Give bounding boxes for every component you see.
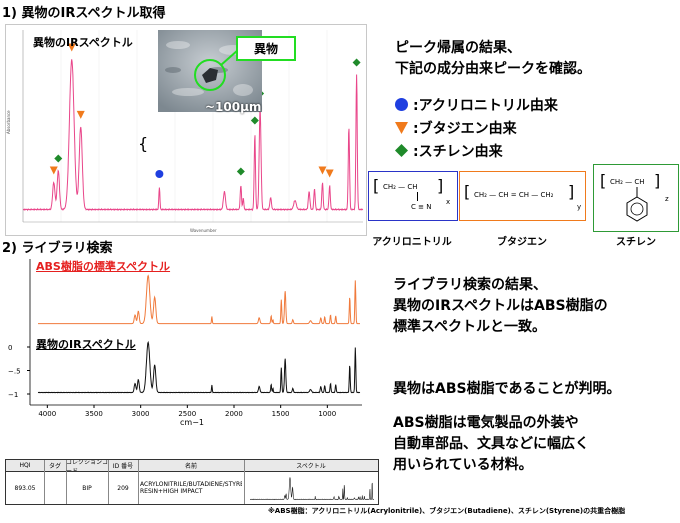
formula: CH₂ — CH = CH — CH₂ bbox=[474, 191, 554, 199]
abs-usage-text: ABS樹脂は電気製品の外装や 自動車部品、文具などに幅広く 用いられている材料。 bbox=[393, 413, 589, 476]
legend-label: :スチレン由来 bbox=[413, 143, 503, 160]
butadiene-peak-marker bbox=[76, 110, 85, 119]
table-header bbox=[6, 460, 378, 472]
header-spectrum: スペクトル bbox=[296, 463, 326, 470]
top-ylabel: Absorbance bbox=[6, 110, 11, 134]
peak-brace: { bbox=[138, 134, 148, 153]
butadiene-peak-marker bbox=[318, 166, 327, 175]
legend-label: :アクリロニトリル由来 bbox=[413, 97, 558, 114]
bottom-xlabel: cm−1 bbox=[180, 418, 204, 427]
formula-sub: C ≡ N bbox=[411, 203, 432, 211]
y-tick-label: −.5 bbox=[8, 368, 21, 376]
text-line: 自動車部品、文具などに幅広く bbox=[393, 436, 589, 452]
inset-label: 異物 bbox=[236, 36, 296, 61]
abs-standard-label: ABS樹脂の標準スペクトル bbox=[36, 260, 171, 273]
legend-styrene: :スチレン由来 bbox=[394, 139, 558, 162]
index: x bbox=[446, 198, 451, 206]
x-tick-label: 3000 bbox=[132, 410, 150, 418]
library-comparison-chart: 4000 3500 3000 2500 2000 1500 1000 0 −.5 −1 cm−1 bbox=[8, 259, 362, 427]
x-tick-label: 4000 bbox=[38, 410, 56, 418]
text-line: ピーク帰属の結果、 bbox=[395, 40, 521, 56]
legend-butadiene: :ブタジエン由来 bbox=[394, 116, 558, 139]
sample-spectrum-label: 異物のIRスペクトル bbox=[36, 338, 136, 351]
header-tag: タグ bbox=[48, 463, 61, 470]
bracket-left: [ bbox=[373, 176, 380, 195]
header-hqi: HQI bbox=[19, 462, 31, 469]
y-tick-label: −1 bbox=[8, 391, 18, 399]
x-tick-label: 2500 bbox=[178, 410, 196, 418]
cell-name: ACRYLONITRILE/BUTADIENE/STYRENE RESIN+HI… bbox=[140, 481, 242, 495]
blue-circle-icon bbox=[395, 98, 408, 111]
acrylonitrile-name: アクリロニトリル bbox=[372, 237, 452, 248]
y-tick-label: 0 bbox=[8, 344, 12, 352]
bracket-left: [ bbox=[464, 182, 471, 201]
bracket-left: [ bbox=[600, 171, 607, 190]
section2-title: 2) ライブラリ検索 bbox=[2, 241, 113, 256]
formula: CH₂ — CH bbox=[610, 178, 645, 186]
header-name: 名前 bbox=[184, 463, 197, 470]
benzene-ring-icon bbox=[626, 187, 648, 222]
library-result-text: ライブラリ検索の結果、 異物のIRスペクトルはABS樹脂の 標準スペクトルと一致… bbox=[393, 275, 608, 338]
acrylonitrile-structure: [ CH₂ — CH C ≡ N ] x bbox=[368, 171, 458, 221]
index: y bbox=[577, 203, 582, 211]
orange-triangle-icon bbox=[395, 122, 408, 134]
x-tick-label: 1500 bbox=[272, 410, 290, 418]
x-tick-label: 2000 bbox=[225, 410, 243, 418]
text-line: 用いられている材料。 bbox=[393, 457, 533, 473]
peak-assignment-text: ピーク帰属の結果、 下記の成分由来ピークを確認。 bbox=[395, 38, 591, 80]
bracket-right: ] bbox=[437, 176, 444, 195]
top-chart-label: 異物のIRスペクトル bbox=[33, 36, 133, 49]
formula: CH₂ — CH bbox=[383, 183, 418, 191]
butadiene-structure: [ CH₂ — CH = CH — CH₂ ] y bbox=[459, 171, 586, 221]
green-diamond-icon bbox=[395, 144, 408, 157]
styrene-peak-marker bbox=[250, 116, 259, 125]
butadiene-name: ブタジエン bbox=[497, 237, 547, 248]
inset-scale: ~100µm bbox=[205, 100, 262, 114]
header-collection: コレクションコード bbox=[66, 460, 108, 471]
styrene-structure: [ CH₂ — CH ] z bbox=[593, 164, 679, 232]
legend-acrylonitrile: :アクリロニトリル由来 bbox=[394, 93, 558, 116]
butadiene-peak-marker bbox=[325, 169, 334, 178]
butadiene-peak-marker bbox=[67, 43, 76, 52]
section1-title: 1) 異物のIRスペクトル取得 bbox=[2, 6, 166, 21]
cell-id: 209 bbox=[117, 484, 129, 492]
cell-collection: BIP bbox=[82, 484, 92, 492]
legend: :アクリロニトリル由来 :ブタジエン由来 :スチレン由来 bbox=[394, 93, 558, 162]
text-line: ライブラリ検索の結果、 bbox=[393, 277, 547, 293]
table-spectrum-thumbnail bbox=[250, 477, 374, 501]
header-id: ID 番号 bbox=[112, 463, 134, 470]
bond bbox=[417, 192, 418, 201]
bracket-right: ] bbox=[568, 182, 575, 201]
butadiene-peak-marker bbox=[49, 166, 58, 175]
text-line: 標準スペクトルと一致。 bbox=[393, 319, 547, 335]
legend-label: :ブタジエン由来 bbox=[413, 120, 517, 137]
styrene-name: スチレン bbox=[616, 237, 656, 248]
x-tick-label: 1000 bbox=[318, 410, 336, 418]
x-tick-label: 3500 bbox=[85, 410, 103, 418]
conclusion-text: 異物はABS樹脂であることが判明。 bbox=[393, 381, 621, 397]
acrylonitrile-peak-marker bbox=[155, 170, 164, 178]
index: z bbox=[665, 195, 669, 203]
cell-hqi: 893.05 bbox=[14, 484, 36, 492]
styrene-peak-marker bbox=[352, 58, 361, 67]
footnote: ※ABS樹脂：アクリロニトリル(Acrylonitrile)、ブタジエン(But… bbox=[268, 507, 626, 515]
text-line: 異物のIRスペクトルはABS樹脂の bbox=[393, 298, 608, 314]
text-line: 下記の成分由来ピークを確認。 bbox=[395, 61, 591, 77]
text-line: ABS樹脂は電気製品の外装や bbox=[393, 415, 579, 431]
microscope-image bbox=[158, 30, 262, 112]
styrene-peak-marker bbox=[54, 154, 63, 163]
bracket-right: ] bbox=[654, 171, 661, 190]
styrene-peak-marker bbox=[236, 167, 245, 176]
top-xlabel: Wavenumber bbox=[190, 228, 217, 233]
library-search-table: HQI タグ コレクションコード ID 番号 名前 スペクトル 893.05 B… bbox=[5, 459, 379, 505]
